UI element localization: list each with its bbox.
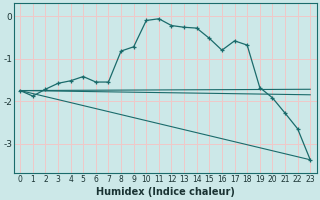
X-axis label: Humidex (Indice chaleur): Humidex (Indice chaleur) [96,187,235,197]
